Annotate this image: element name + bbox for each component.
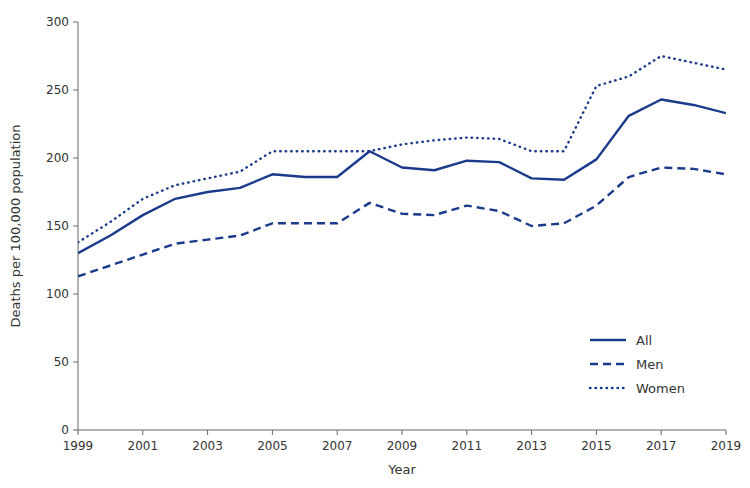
legend-swatch [590, 363, 626, 365]
legend-swatch [590, 339, 626, 341]
x-tick [466, 430, 467, 435]
axes: 1999 2001 2003 2005 2007 2009 2011 2013 2015 2017… [46, 15, 741, 453]
x-tick [402, 430, 403, 435]
series-lines [78, 56, 726, 276]
x-tick [207, 430, 208, 435]
x-tick-label: 2003 [192, 439, 223, 453]
chart: 1999 2001 2003 2005 2007 2009 2011 2013 2015 2017… [0, 0, 750, 488]
x-tick-label: 2005 [257, 439, 288, 453]
x-tick [661, 430, 662, 435]
y-axis-label: Deaths per 100,000 population [8, 124, 23, 327]
x-tick [596, 430, 597, 435]
x-tick-label: 2001 [128, 439, 159, 453]
x-tick-label: 2019 [711, 439, 742, 453]
x-tick [726, 430, 727, 435]
x-tick-label: 2009 [387, 439, 418, 453]
y-tick-label: 100 [46, 287, 69, 301]
page: {"chart_data": {"type": "line", "xlabel"… [0, 0, 750, 488]
x-tick-label: 2017 [646, 439, 677, 453]
legend-label: Women [636, 381, 685, 396]
legend-label: Men [636, 357, 663, 372]
x-tick-label: 1999 [63, 439, 94, 453]
legend: All Men Women [590, 333, 685, 396]
x-tick-label: 2007 [322, 439, 353, 453]
y-tick-label: 300 [46, 15, 69, 29]
y-tick [73, 226, 78, 227]
x-tick-label: 2011 [452, 439, 483, 453]
y-tick [73, 294, 78, 295]
y-tick-label: 50 [54, 355, 69, 369]
x-tick [78, 430, 79, 435]
legend-label: All [636, 333, 652, 348]
x-tick [531, 430, 532, 435]
x-tick-label: 2013 [516, 439, 547, 453]
x-axis-label: Year [387, 462, 416, 477]
x-tick [142, 430, 143, 435]
y-tick [73, 430, 78, 431]
y-tick [73, 22, 78, 23]
y-tick [73, 362, 78, 363]
y-tick-label: 150 [46, 219, 69, 233]
y-tick [73, 158, 78, 159]
y-tick-label: 200 [46, 151, 69, 165]
x-tick [337, 430, 338, 435]
series-line [78, 56, 726, 242]
chart-container: 1999 2001 2003 2005 2007 2009 2011 2013 2015 2017… [0, 0, 750, 488]
x-tick [272, 430, 273, 435]
legend-swatch [590, 387, 626, 389]
y-tick [73, 90, 78, 91]
x-tick-label: 2015 [581, 439, 612, 453]
series-line [78, 168, 726, 277]
y-tick-label: 0 [61, 423, 69, 437]
y-tick-label: 250 [46, 83, 69, 97]
